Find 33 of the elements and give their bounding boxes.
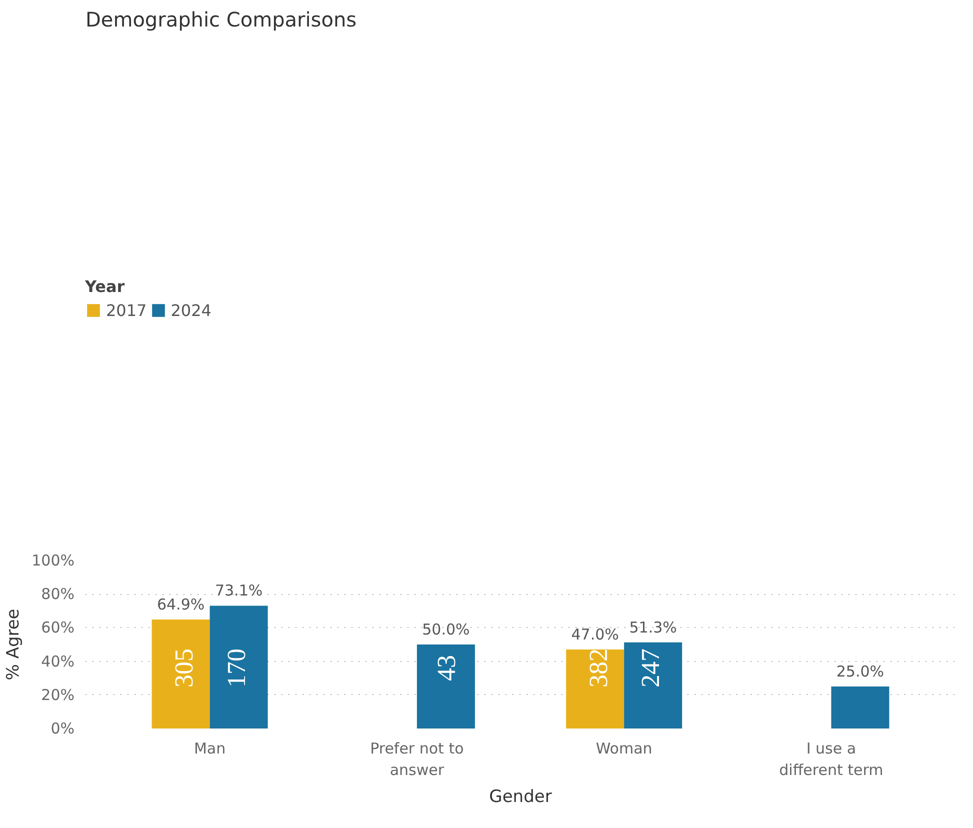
- bar: [831, 686, 890, 728]
- annotation: 305: [170, 648, 199, 688]
- annotation: 382: [584, 648, 613, 688]
- data-label: 73.1%: [214, 582, 263, 600]
- y-axis-title: % Agree: [4, 608, 24, 680]
- data-label: 51.3%: [629, 618, 677, 636]
- x-tick-label: Man: [194, 740, 226, 758]
- legend-label: 2024: [170, 300, 212, 320]
- data-label: 50.0%: [422, 620, 470, 638]
- y-tick-label: 0%: [50, 720, 74, 738]
- chart-title: Demographic Comparisons: [86, 8, 357, 32]
- legend-label: 2017: [106, 300, 147, 320]
- bar: [416, 644, 475, 728]
- y-tick-label: 20%: [41, 686, 75, 704]
- x-axis-title: Gender: [489, 787, 552, 808]
- x-tick-label: I use a different term: [779, 740, 884, 780]
- legend-title: Year: [85, 276, 126, 296]
- data-label: 25.0%: [836, 662, 884, 680]
- data-label: 47.0%: [571, 626, 619, 644]
- annotation: 43: [432, 655, 461, 682]
- x-tick-label: Woman: [596, 740, 652, 758]
- bar: [210, 606, 268, 728]
- bar: [624, 642, 682, 728]
- bar: [566, 650, 624, 728]
- bar: [152, 619, 210, 728]
- y-tick-label: 80%: [41, 585, 75, 604]
- y-tick-label: 60%: [41, 618, 75, 637]
- y-tick-label: 100%: [32, 552, 75, 570]
- x-tick-label: Prefer not to answer: [370, 740, 464, 780]
- data-label: 64.9%: [156, 595, 205, 614]
- annotation: 170: [222, 648, 251, 688]
- annotation: 247: [636, 648, 666, 688]
- y-tick-label: 40%: [41, 652, 75, 670]
